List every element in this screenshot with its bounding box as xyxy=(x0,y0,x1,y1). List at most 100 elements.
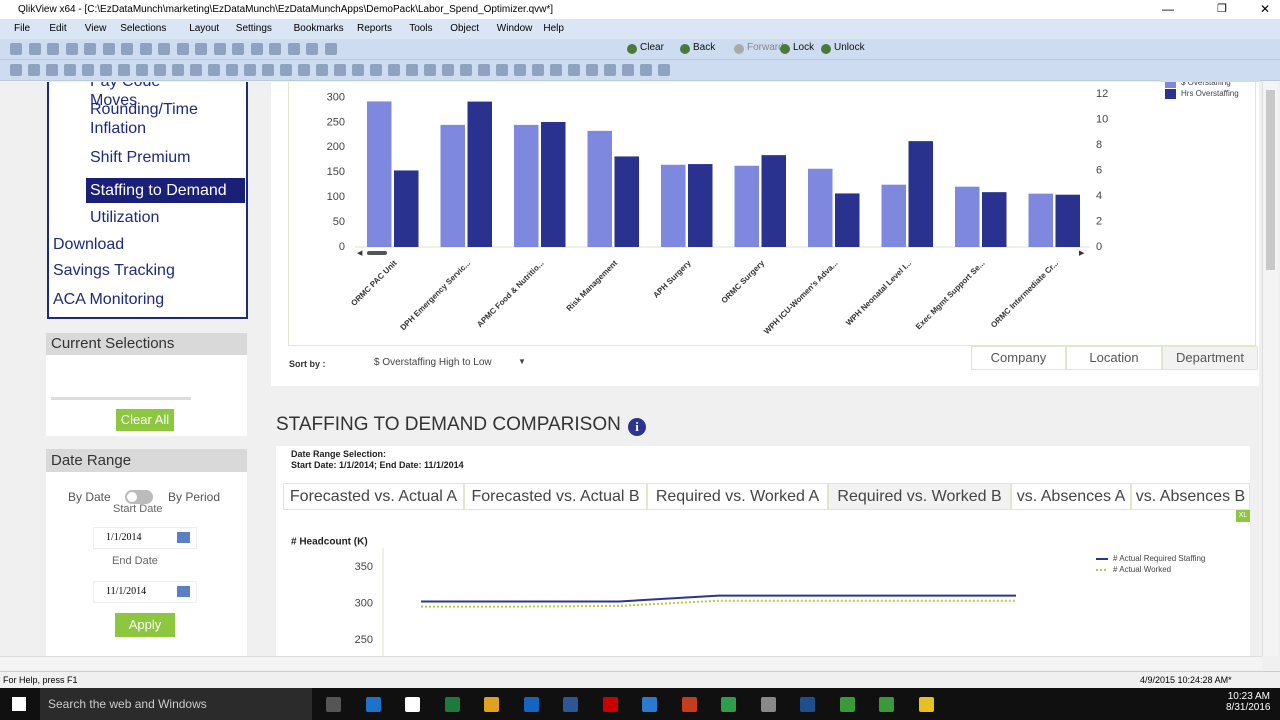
menu-item[interactable]: Object xyxy=(450,23,480,34)
toolbar-icon[interactable] xyxy=(10,64,22,76)
toolbar-icon[interactable] xyxy=(316,64,328,76)
toolbar-icon[interactable] xyxy=(306,43,318,55)
taskbar-icon[interactable] xyxy=(918,697,934,712)
tab[interactable]: Location xyxy=(1066,346,1162,370)
toolbar-icon[interactable] xyxy=(550,64,562,76)
toolbar-icon[interactable] xyxy=(324,43,337,55)
excel-badge[interactable]: XL xyxy=(1236,510,1250,522)
toolbar-icon[interactable] xyxy=(514,64,526,76)
nav-item[interactable]: ACA Monitoring xyxy=(53,291,165,308)
taskbar-icon[interactable] xyxy=(405,697,420,712)
menu-item[interactable]: Bookmarks xyxy=(293,23,344,34)
toolbar-icon[interactable] xyxy=(176,43,189,55)
toolbar-icon[interactable] xyxy=(496,64,508,76)
maximize[interactable]: ❐ xyxy=(1217,3,1227,15)
toolbar-icon[interactable] xyxy=(658,64,670,76)
toolbar-icon[interactable] xyxy=(102,43,115,55)
toolbar-icon[interactable] xyxy=(262,64,274,76)
taskbar-icon[interactable] xyxy=(839,697,855,712)
toolbar-icon[interactable] xyxy=(84,43,96,55)
menu-item[interactable]: File xyxy=(14,23,31,34)
minimize[interactable]: — xyxy=(1162,2,1174,16)
toolbar-icon[interactable] xyxy=(460,64,472,76)
toolbar-icon[interactable] xyxy=(208,64,220,76)
scroll-arrow[interactable]: ▶ xyxy=(1079,250,1085,257)
nav-item[interactable]: Shift Premium xyxy=(90,149,191,166)
horizontal-scrollbar[interactable] xyxy=(0,656,1262,670)
taskbar-icon[interactable] xyxy=(681,697,697,712)
toolbar-icon[interactable] xyxy=(280,64,292,76)
toolbar-icon[interactable] xyxy=(82,64,94,76)
close[interactable]: ✕ xyxy=(1260,2,1271,16)
toolbar-icon[interactable] xyxy=(28,43,41,55)
nav-item[interactable]: Rounding/Time Inflation xyxy=(90,101,198,137)
taskbar-icon[interactable] xyxy=(444,697,460,712)
menu-item[interactable]: Tools xyxy=(409,23,433,34)
tab[interactable]: Required vs. Worked A xyxy=(647,483,828,510)
start-button[interactable] xyxy=(12,697,26,711)
tab[interactable]: Required vs. Worked B xyxy=(828,483,1011,510)
tab[interactable]: vs. Absences A xyxy=(1011,483,1131,510)
menu-item[interactable]: Layout xyxy=(189,23,220,34)
toolbar-icon[interactable] xyxy=(622,64,634,76)
taskbar-icon[interactable] xyxy=(365,697,381,712)
menu-item[interactable]: Settings xyxy=(235,23,272,34)
menu-item[interactable]: Selections xyxy=(120,23,167,34)
toolbar-icon[interactable] xyxy=(370,64,382,76)
toolbar-icon[interactable] xyxy=(172,64,184,76)
toolbar-icon[interactable] xyxy=(269,43,281,55)
toolbar-icon[interactable] xyxy=(118,64,130,76)
toolbar-button[interactable]: Lock xyxy=(793,42,815,53)
toolbar-icon[interactable] xyxy=(250,43,263,55)
nav-item[interactable]: Pay Code Moves xyxy=(90,82,160,109)
tab[interactable]: Department xyxy=(1162,346,1258,370)
nav-item[interactable]: Savings Tracking xyxy=(53,262,175,279)
menu-item[interactable]: View xyxy=(84,23,107,34)
sort-dropdown[interactable]: $ Overstaffing High to Low ▼ xyxy=(374,357,526,368)
toolbar-icon[interactable] xyxy=(158,43,170,55)
toolbar-icon[interactable] xyxy=(10,43,22,55)
nav-item[interactable]: Download xyxy=(53,236,125,253)
search-box[interactable]: Search the web and Windows xyxy=(40,688,312,720)
toolbar-icon[interactable] xyxy=(334,64,346,76)
toolbar-icon[interactable] xyxy=(352,64,364,76)
taskbar-icon[interactable] xyxy=(484,697,499,712)
nav-item[interactable]: Utilization xyxy=(90,209,160,226)
toolbar-icon[interactable] xyxy=(406,64,418,76)
toolbar-icon[interactable] xyxy=(154,64,166,76)
toolbar-button[interactable]: Forward xyxy=(747,42,784,53)
toolbar-icon[interactable] xyxy=(65,43,78,55)
toolbar-icon[interactable] xyxy=(232,43,244,55)
menu-item[interactable]: Help xyxy=(543,23,564,34)
taskbar-icon[interactable] xyxy=(721,697,736,712)
toolbar-button[interactable]: Unlock xyxy=(834,42,865,53)
toolbar-icon[interactable] xyxy=(190,64,202,76)
clear-all-button[interactable]: Clear All xyxy=(116,409,174,431)
toolbar-icon[interactable] xyxy=(640,64,652,76)
toolbar-icon[interactable] xyxy=(478,64,490,76)
toolbar-icon[interactable] xyxy=(47,43,59,55)
toolbar-icon[interactable] xyxy=(388,64,400,76)
toolbar-icon[interactable] xyxy=(195,43,207,55)
toolbar-icon[interactable] xyxy=(136,64,148,76)
toolbar-icon[interactable] xyxy=(64,64,76,76)
taskbar-icon[interactable] xyxy=(523,697,539,712)
taskbar-icon[interactable] xyxy=(642,697,657,712)
scroll-arrow[interactable]: ◀ xyxy=(357,250,363,257)
info-icon[interactable]: i xyxy=(628,418,646,436)
taskbar-icon[interactable] xyxy=(563,697,578,712)
toolbar-icon[interactable] xyxy=(46,64,58,76)
tab[interactable]: Forecasted vs. Actual A xyxy=(283,483,464,510)
toolbar-icon[interactable] xyxy=(28,64,40,76)
toolbar-icon[interactable] xyxy=(442,64,454,76)
apply-button[interactable]: Apply xyxy=(115,613,175,637)
toolbar-icon[interactable] xyxy=(532,64,544,76)
menu-item[interactable]: Window xyxy=(496,23,533,34)
toolbar-icon[interactable] xyxy=(604,64,616,76)
toggle[interactable] xyxy=(125,490,153,504)
taskbar-icon[interactable] xyxy=(879,697,894,712)
menu-item[interactable]: Edit xyxy=(49,23,67,34)
taskbar-icon[interactable] xyxy=(760,697,776,712)
tab[interactable]: vs. Absences B xyxy=(1131,483,1250,510)
end-date-input[interactable]: 11/1/2014 xyxy=(93,581,197,603)
